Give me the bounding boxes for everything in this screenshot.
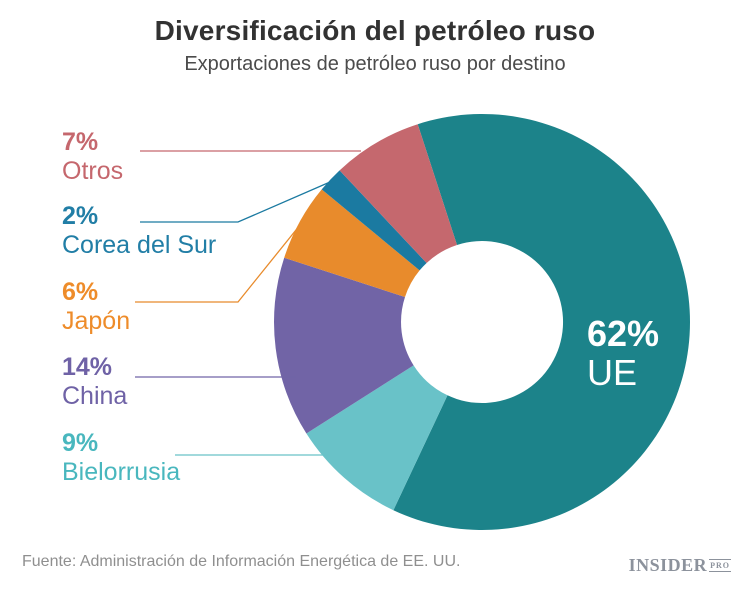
leader-line-corea-del-sur [140,181,331,223]
insiderpro-logo: INSIDER PRO [629,555,731,576]
slice-label-japon: 6% Japón [62,278,130,336]
pie-slice-ue [393,114,690,531]
source-text: Fuente: Administración de Información En… [22,553,461,570]
logo-wordmark: INSIDER [628,555,708,575]
logo-pro-badge: PRO [709,559,731,572]
slice-label-bielorrusia: 9% Bielorrusia [62,429,180,487]
slice-name: UE [587,352,638,393]
chart-title: Diversificación del petróleo ruso [154,15,596,46]
slice-label-corea-del-sur: 2% Corea del Sur [62,202,216,260]
chart-subtitle: Exportaciones de petróleo ruso por desti… [184,53,566,75]
slice-label-otros: 7% Otros [62,128,123,186]
pie-slice-bielorrusia [306,365,448,511]
slice-label-china: 14% China [62,353,127,411]
slice-percent: 62% [587,313,660,354]
slice-name: China [62,382,128,410]
slice-percent: 14% [62,353,113,381]
slice-label-ue: 62% UE [587,314,659,392]
slice-name: Otros [62,157,124,185]
slice-name: Corea del Sur [62,231,217,259]
pie-slice-corea-del-sur [321,170,427,271]
pie-slice-japon [284,189,420,297]
slice-name: Bielorrusia [62,458,181,486]
slice-percent: 6% [62,278,99,306]
slice-percent: 9% [62,429,99,457]
pie-slice-china [274,257,414,434]
pie-slice-otros [339,124,457,263]
leader-line-japon [135,224,301,303]
slice-percent: 2% [62,202,99,230]
slice-percent: 7% [62,128,99,156]
slice-name: Japón [62,307,131,335]
